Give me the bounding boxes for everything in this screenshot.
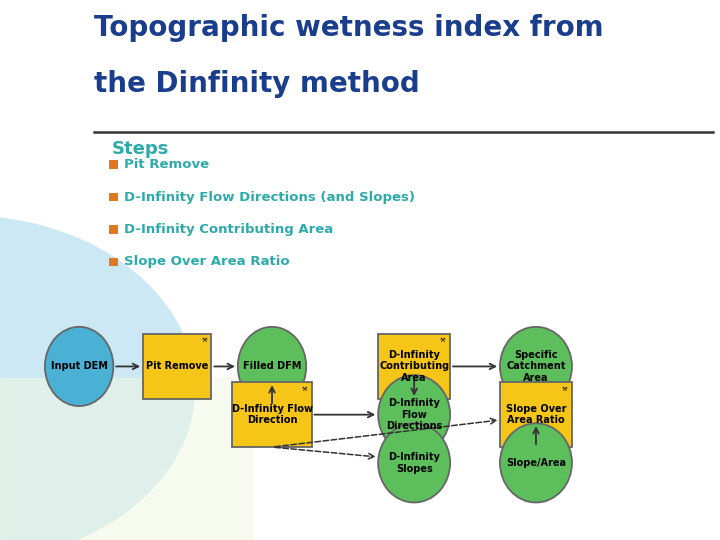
- FancyBboxPatch shape: [233, 382, 312, 447]
- Ellipse shape: [238, 327, 306, 406]
- Text: Filled DFM: Filled DFM: [243, 361, 301, 372]
- Text: ⚒: ⚒: [202, 339, 207, 343]
- FancyBboxPatch shape: [109, 193, 118, 201]
- Text: Pit Remove: Pit Remove: [146, 361, 209, 372]
- Text: the Dinfinity method: the Dinfinity method: [94, 70, 419, 98]
- Text: Steps: Steps: [112, 140, 169, 158]
- Text: ⚒: ⚒: [562, 387, 567, 392]
- Text: Slope Over Area Ratio: Slope Over Area Ratio: [124, 255, 289, 268]
- Text: D-Infinity
Contributing
Area: D-Infinity Contributing Area: [379, 350, 449, 383]
- Ellipse shape: [500, 327, 572, 406]
- Text: ⚒: ⚒: [302, 387, 307, 392]
- Text: D-Infinity Flow Directions (and Slopes): D-Infinity Flow Directions (and Slopes): [124, 191, 415, 204]
- Text: D-Infinity
Flow
Directions: D-Infinity Flow Directions: [386, 398, 442, 431]
- FancyBboxPatch shape: [109, 160, 118, 169]
- Text: ⚒: ⚒: [440, 339, 446, 343]
- Text: Slope/Area: Slope/Area: [506, 458, 566, 468]
- FancyBboxPatch shape: [143, 334, 212, 399]
- FancyBboxPatch shape: [378, 334, 450, 399]
- Ellipse shape: [378, 423, 450, 503]
- Text: Input DEM: Input DEM: [50, 361, 107, 372]
- Text: D-Infinity Flow
Direction: D-Infinity Flow Direction: [232, 404, 312, 426]
- FancyBboxPatch shape: [109, 225, 118, 234]
- Text: Topographic wetness index from: Topographic wetness index from: [94, 14, 603, 42]
- Ellipse shape: [378, 375, 450, 454]
- FancyBboxPatch shape: [109, 258, 118, 266]
- Ellipse shape: [500, 423, 572, 503]
- Text: Specific
Catchment
Area: Specific Catchment Area: [506, 350, 566, 383]
- Text: Slope Over
Area Ratio: Slope Over Area Ratio: [505, 404, 566, 426]
- Text: D-Infinity Contributing Area: D-Infinity Contributing Area: [124, 223, 333, 236]
- Text: Pit Remove: Pit Remove: [124, 158, 209, 171]
- Circle shape: [0, 216, 194, 540]
- Text: D-Infinity
Slopes: D-Infinity Slopes: [388, 452, 440, 474]
- Ellipse shape: [45, 327, 113, 406]
- Polygon shape: [0, 378, 252, 540]
- FancyBboxPatch shape: [500, 382, 572, 447]
